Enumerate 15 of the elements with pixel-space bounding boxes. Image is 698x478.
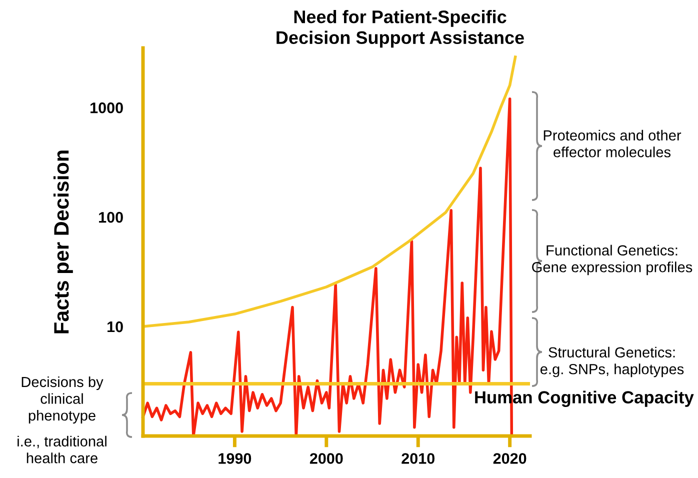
x-tick-label: 2020 (493, 453, 526, 464)
text: Functional Genetics: Gene expression profiles (532, 244, 692, 276)
line-series (142, 56, 517, 328)
text: Decisions by clinical phenotype (22, 376, 104, 424)
x-tick-label: 2010 (402, 453, 434, 464)
y-tick-label: 100 (99, 212, 123, 223)
y-tick-label: 1000 (90, 102, 123, 114)
text: Proteomics and other effector molecules (544, 130, 682, 158)
y-tick-label: 10 (108, 321, 123, 332)
text: i.e., traditional health care (18, 436, 106, 464)
x-tick-label: 1990 (218, 453, 252, 464)
text: Structural Genetics: e.g. SNPs, haplotypes (540, 346, 684, 378)
chart-title: Need for Patient-Specific Decision Support Assistance (276, 10, 524, 48)
x-tick-label: 2000 (310, 453, 343, 464)
y-axis-title: Facts per Decision (53, 150, 73, 334)
